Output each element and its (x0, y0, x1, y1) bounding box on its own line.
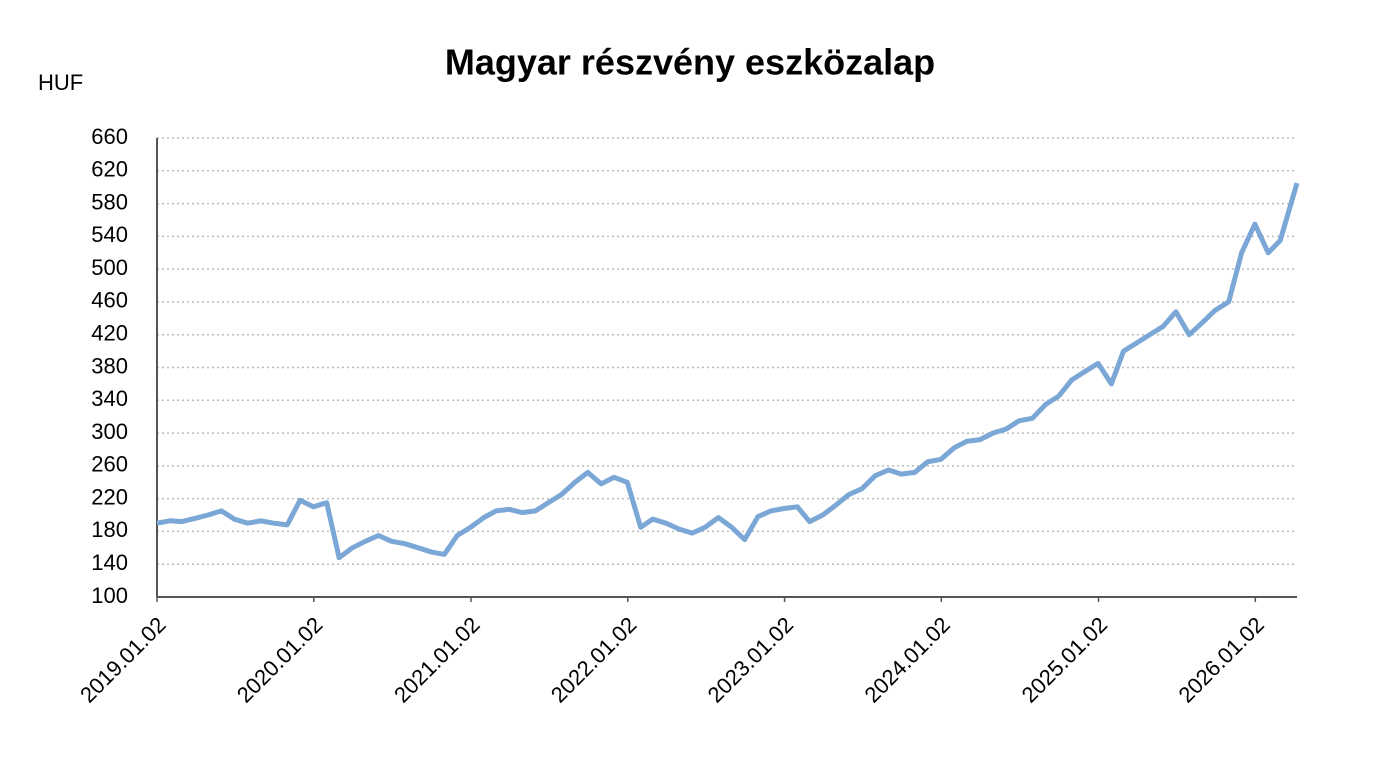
y-tick-label: 580 (91, 189, 128, 214)
y-axis-label: HUF (38, 70, 83, 95)
y-tick-label: 420 (91, 321, 128, 346)
x-tick-label: 2021.01.02 (389, 612, 485, 708)
chart-title: Magyar részvény eszközalap (445, 42, 935, 83)
y-tick-label: 180 (91, 517, 128, 542)
y-tick-label: 380 (91, 353, 128, 378)
y-tick-label: 220 (91, 484, 128, 509)
x-tick-label: 2025.01.02 (1017, 612, 1113, 708)
y-tick-label: 620 (91, 157, 128, 182)
x-tick-label: 2019.01.02 (75, 612, 171, 708)
y-tick-label: 460 (91, 288, 128, 313)
x-tick-label: 2026.01.02 (1173, 612, 1269, 708)
y-tick-label: 540 (91, 222, 128, 247)
y-tick-label: 140 (91, 550, 128, 575)
x-tick-label: 2020.01.02 (232, 612, 328, 708)
x-tick-label: 2022.01.02 (546, 612, 642, 708)
line-series (156, 182, 1300, 561)
y-tick-label: 260 (91, 452, 128, 477)
x-tick-label: 2023.01.02 (703, 612, 799, 708)
x-tick-label: 2024.01.02 (859, 612, 955, 708)
y-tick-label: 300 (91, 419, 128, 444)
y-tick-label: 660 (91, 124, 128, 149)
y-tick-label: 500 (91, 255, 128, 280)
y-tick-label: 340 (91, 386, 128, 411)
y-tick-label: 100 (91, 583, 128, 608)
